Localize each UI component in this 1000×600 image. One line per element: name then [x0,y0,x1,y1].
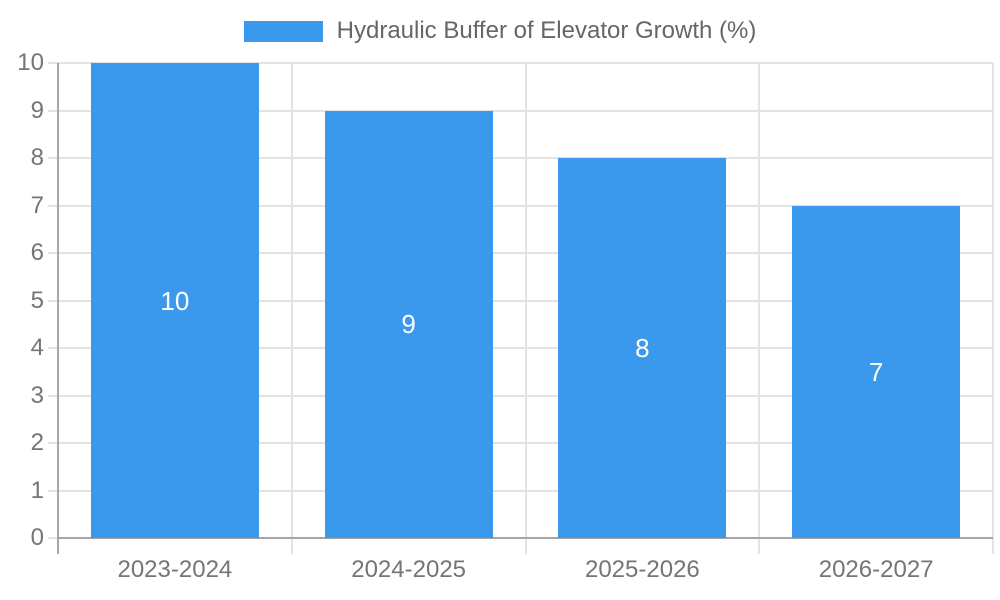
bar-2025-2026[interactable] [558,158,727,538]
y-tick-mark [48,489,58,492]
y-tick-label: 0 [30,524,44,551]
y-tick-mark [48,109,58,112]
y-tick-mark [48,442,58,444]
v-gridline [290,63,293,554]
y-tick-label: 4 [30,334,44,361]
bar-2024-2025[interactable] [324,110,493,538]
v-gridline [758,63,761,554]
x-axis-label: 2025-2026 [584,556,700,583]
y-tick-label: 8 [30,144,44,171]
y-tick-mark [48,252,58,254]
y-tick-label: 5 [30,286,44,314]
legend-label: Hydraulic Buffer of Elevator Growth (%) [336,17,757,44]
bar-value-label: 10 [160,285,190,316]
bar-value-label: 8 [635,333,650,363]
y-tick-mark [48,537,58,539]
legend-swatch-icon [243,20,323,42]
x-axis-label: 2026-2027 [818,556,934,583]
y-tick-label: 1 [30,476,44,504]
y-axis-line [57,63,59,554]
y-tick-mark [48,157,58,159]
v-gridline [524,63,527,554]
y-tick-mark [48,299,58,302]
y-tick-mark [48,394,58,397]
x-axis-line [58,537,993,539]
x-axis-label: 2024-2025 [351,556,467,583]
v-gridline [992,63,994,554]
bar-value-label: 7 [868,356,884,387]
y-tick-label: 7 [30,191,44,219]
y-tick-label: 6 [30,239,44,266]
y-tick-label: 2 [30,429,44,456]
y-tick-mark [48,204,58,207]
chart-legend[interactable]: Hydraulic Buffer of Elevator Growth (%) [0,17,1000,45]
y-tick-mark [48,62,58,64]
y-tick-label: 3 [30,381,44,409]
bar-value-label: 9 [401,309,416,340]
bar-2026-2027[interactable] [792,205,961,538]
y-tick-label: 10 [17,49,44,76]
x-axis-label: 2023-2024 [117,556,233,583]
bar-2023-2024[interactable] [90,63,259,538]
y-tick-mark [48,347,58,349]
y-tick-label: 9 [30,96,44,124]
